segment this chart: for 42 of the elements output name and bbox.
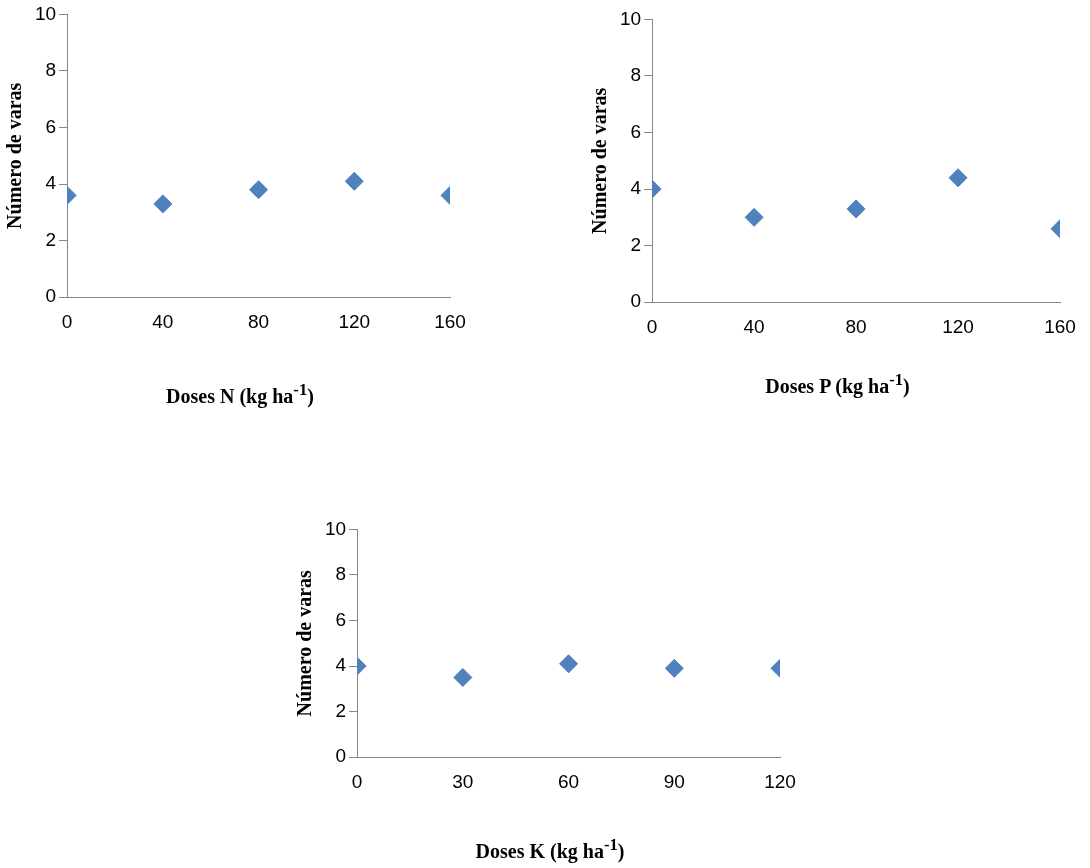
y-axis-title: Número de varas [588,87,611,234]
y-tick-label: 6 [45,115,57,137]
x-tick-label: 80 [248,310,270,332]
y-tick-label: 4 [45,172,57,194]
x-tick-label: 0 [61,310,73,332]
y-tick-label: 6 [630,120,642,142]
x-tick-label: 60 [558,770,580,792]
x-axis-title: Doses N (kg ha$^{-1}$) [165,380,315,408]
y-axis-title: Número de varas [293,569,316,717]
x-tick-label: 40 [152,310,174,332]
point [846,199,866,219]
x-tick-label: 90 [663,770,685,792]
x-tick-label: 30 [452,770,474,792]
y-tick-label: 2 [335,699,347,721]
x-tick-label: 120 [764,770,796,792]
y-tick-label: 6 [335,608,347,630]
x-tick-label: 160 [1044,315,1076,337]
x-tick-label: 0 [646,315,658,337]
y-tick-label: 4 [335,654,347,676]
y-tick-label: 8 [335,563,347,585]
y-tick-label: 4 [630,177,642,199]
y-tick-label: 0 [335,745,347,767]
x-tick-label: 120 [338,310,371,332]
x-tick-label: 120 [942,315,974,337]
x-tick-label: 80 [845,315,867,337]
x-tick-label: 0 [351,770,363,792]
x-tick-label: 160 [434,310,466,332]
point [249,180,269,200]
x-axis-title: Doses P (kg ha$^{-1}$) [764,370,911,398]
point [344,171,364,191]
y-tick-label: 0 [630,290,642,312]
y-tick-label: 0 [45,285,57,307]
y-tick-label: 8 [630,64,642,86]
y-axis-title: Número de varas [3,82,26,229]
x-axis-title: Doses K (kg ha$^{-1}$) [474,835,626,863]
y-tick-label: 2 [630,233,642,255]
y-tick-label: 2 [45,228,57,250]
y-tick-label: 10 [324,517,347,539]
y-tick-label: 8 [45,59,57,81]
y-tick-label: 10 [619,7,642,29]
y-tick-label: 10 [34,2,57,24]
x-tick-label: 40 [743,315,765,337]
